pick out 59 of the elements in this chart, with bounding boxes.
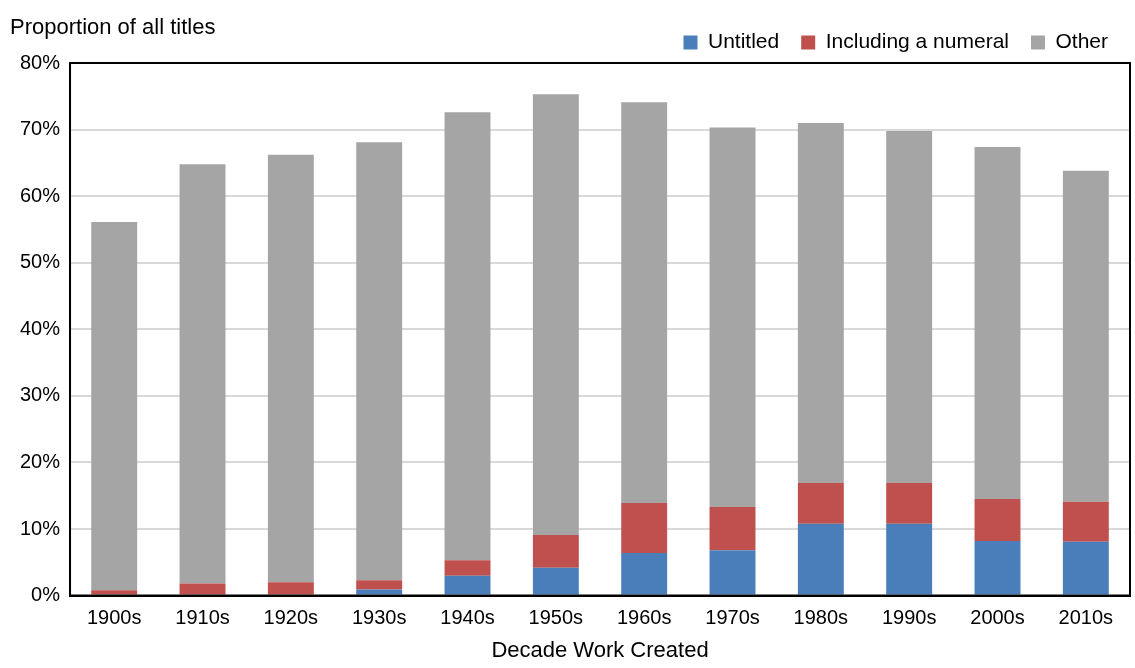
x-tick-label: 1990s (881, 606, 937, 629)
bar (621, 102, 668, 504)
y-tick-label: 80% (20, 50, 61, 73)
bar (444, 112, 491, 561)
x-tick-label: 1970s (705, 606, 760, 629)
y-tick-label: 70% (20, 117, 61, 140)
bar (886, 523, 933, 595)
bar (621, 552, 668, 595)
x-tick-label: 1960s (616, 606, 672, 629)
bar (709, 127, 756, 508)
bar (267, 582, 314, 595)
x-tick-label: 2000s (970, 606, 1025, 629)
bar (532, 567, 579, 595)
bar (1062, 170, 1109, 502)
bar (91, 590, 138, 595)
legend-label: Including a numeral (825, 29, 1009, 53)
bar (179, 164, 226, 584)
bar (356, 589, 403, 595)
bar (267, 154, 314, 583)
bar (974, 146, 1021, 500)
x-axis-title: Decade Work Created (491, 636, 709, 662)
bar (797, 523, 844, 595)
bar (532, 94, 579, 536)
bar (709, 550, 756, 595)
bar (709, 507, 756, 551)
bar (797, 483, 844, 524)
y-tick-label: 30% (20, 383, 61, 406)
bar (444, 575, 491, 595)
bar (797, 122, 844, 484)
legend-label: Other (1055, 29, 1109, 53)
x-tick-label: 1900s (86, 606, 142, 629)
bar (179, 583, 226, 595)
x-tick-label: 1910s (175, 606, 230, 629)
x-tick-label: 1940s (440, 606, 495, 629)
bar (444, 560, 491, 576)
bar (532, 535, 579, 568)
bar (356, 142, 403, 581)
y-tick-label: 60% (20, 183, 61, 206)
x-tick-label: 1950s (528, 606, 584, 629)
y-axis-title: Proportion of all titles (10, 14, 216, 40)
bar (886, 130, 933, 484)
bar (974, 499, 1021, 542)
bar (1062, 501, 1109, 542)
x-tick-label: 2010s (1058, 606, 1114, 629)
y-tick-label: 10% (20, 516, 61, 539)
legend-label: Untitled (708, 29, 780, 53)
y-tick-label: 40% (20, 316, 61, 339)
x-tick-label: 1930s (351, 606, 407, 629)
y-tick-label: 50% (20, 250, 61, 273)
bar (886, 483, 933, 524)
x-tick-label: 1980s (793, 606, 849, 629)
x-tick-label: 1920s (263, 606, 319, 629)
bar (1062, 541, 1109, 595)
bar (974, 541, 1021, 595)
bar (91, 222, 138, 591)
y-tick-label: 20% (20, 449, 61, 472)
bar (356, 580, 403, 590)
bar (621, 503, 668, 553)
y-tick-label: 0% (31, 583, 61, 606)
